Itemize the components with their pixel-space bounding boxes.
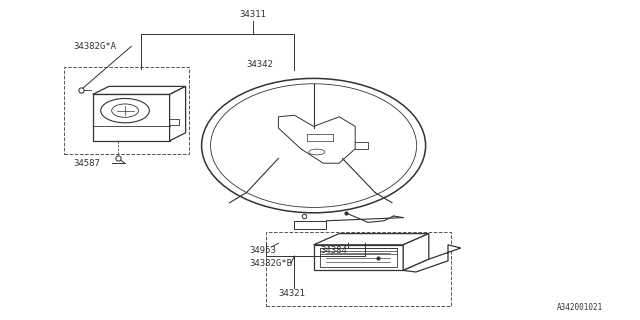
Text: 34953: 34953 — [250, 246, 276, 255]
Text: 34587: 34587 — [74, 159, 100, 168]
Bar — [266, 232, 451, 306]
Polygon shape — [314, 245, 403, 270]
Text: 34342: 34342 — [246, 60, 273, 68]
Bar — [294, 221, 326, 229]
Bar — [64, 67, 189, 154]
Text: 34384: 34384 — [320, 246, 347, 255]
Polygon shape — [403, 234, 429, 270]
Polygon shape — [93, 86, 186, 94]
Polygon shape — [93, 94, 170, 141]
Text: 34382G*B: 34382G*B — [250, 259, 292, 268]
Text: 34311: 34311 — [239, 10, 266, 19]
Polygon shape — [314, 234, 429, 245]
Polygon shape — [170, 86, 186, 141]
Text: 34382G*A: 34382G*A — [74, 42, 116, 51]
Bar — [320, 248, 397, 267]
Text: A342001021: A342001021 — [557, 303, 603, 312]
Text: 34321: 34321 — [278, 289, 305, 298]
Polygon shape — [403, 245, 461, 272]
